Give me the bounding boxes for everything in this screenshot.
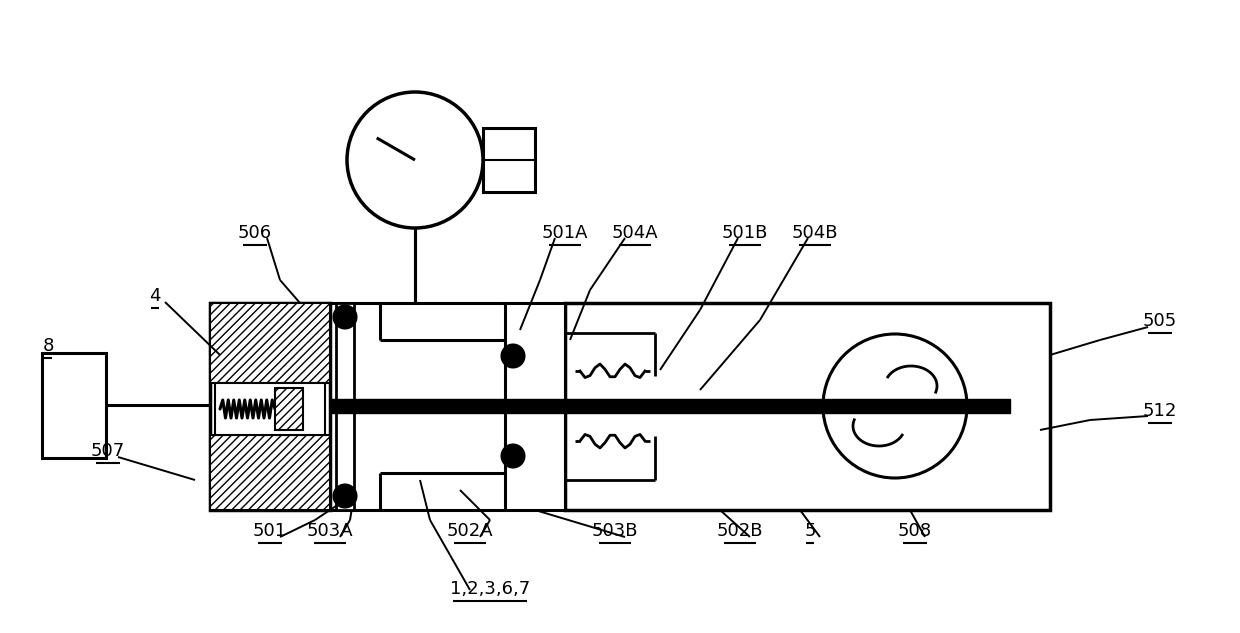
Text: 5: 5 [805,522,816,540]
Text: 501A: 501A [542,224,588,242]
Circle shape [823,334,967,478]
Text: 8: 8 [42,337,53,355]
Bar [42,353,105,458]
Bar [210,303,330,383]
Text: 505: 505 [1143,312,1177,330]
Text: 501: 501 [253,522,288,540]
Bar [275,388,303,430]
Text: 506: 506 [238,224,272,242]
Bar [505,303,565,510]
Text: 508: 508 [898,522,932,540]
Text: 501B: 501B [722,224,769,242]
Text: 504B: 504B [792,224,838,242]
Bar [210,303,330,510]
Text: 507: 507 [91,442,125,460]
Circle shape [502,445,525,467]
Circle shape [334,485,356,507]
Circle shape [334,306,356,328]
Circle shape [347,92,484,228]
Bar [210,435,330,510]
Text: 504A: 504A [611,224,658,242]
Text: 4: 4 [149,287,161,305]
Text: 1,2,3,6,7: 1,2,3,6,7 [450,580,531,598]
Text: 503A: 503A [306,522,353,540]
Bar [215,383,325,435]
Text: 512: 512 [1143,402,1177,420]
Bar [336,303,353,510]
Bar [565,303,1050,510]
Circle shape [502,345,525,367]
Text: 502B: 502B [717,522,764,540]
Polygon shape [330,399,1011,413]
Text: 502A: 502A [446,522,494,540]
Bar [484,128,534,192]
Text: 503B: 503B [591,522,639,540]
